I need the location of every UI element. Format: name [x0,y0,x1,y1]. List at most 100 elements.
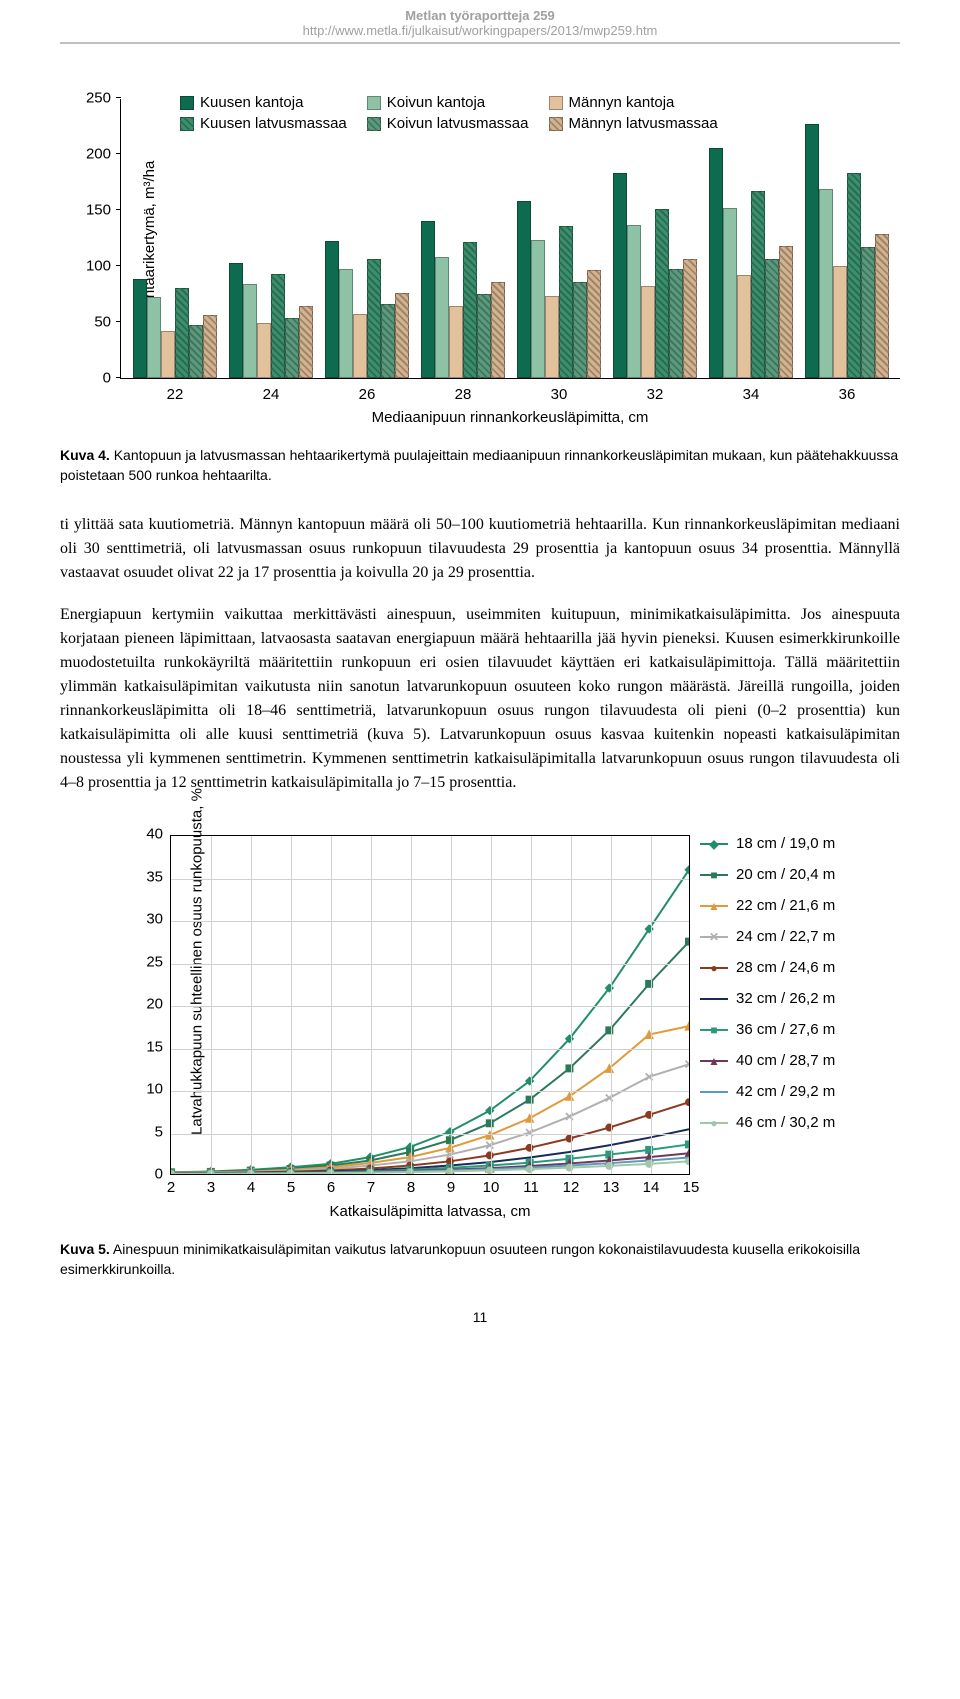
bar [779,246,793,378]
bar [381,304,395,378]
bar [751,191,765,378]
bar [641,286,655,378]
bar [257,323,271,378]
line-xtick: 7 [367,1179,375,1196]
bar-ytick: 200 [81,146,111,163]
bar-xtick: 32 [647,386,664,403]
report-url: http://www.metla.fi/julkaisut/workingpap… [60,23,900,38]
bar [683,259,697,378]
bar [531,240,545,378]
line-chart: Latvahukkapuun suhteellinen osuus runkop… [60,835,900,1220]
bar [229,263,243,378]
gridline-v [571,836,572,1174]
bar [847,173,861,378]
line-xtick: 3 [207,1179,215,1196]
bar [587,270,601,378]
bar-chart: Kuusen kantojaKoivun kantojaMännyn kanto… [60,99,900,426]
bar [395,293,409,378]
line-legend-marker: ● [700,1122,728,1124]
bar [819,189,833,378]
bar-group [805,124,889,378]
series-marker [526,1114,534,1122]
page-header: Metlan työraportteja 259 http://www.metl… [60,0,900,44]
caption-label: Kuva 4. [60,447,110,463]
bar [545,296,559,378]
line-xtick: 11 [523,1179,539,1196]
gridline-v [371,836,372,1174]
series-marker [686,1099,689,1106]
series-marker [446,1158,453,1165]
gridline-v [211,836,212,1174]
bar [709,148,723,378]
line-legend-label: 46 cm / 30,2 m [736,1114,835,1131]
line-ytick: 25 [141,953,163,970]
line-legend-item: ▲22 cm / 21,6 m [700,897,835,914]
gridline-v [611,836,612,1174]
bar-group [133,279,217,378]
line-ytick: 15 [141,1038,163,1055]
series-marker [526,1145,533,1152]
bar [325,241,339,378]
line-legend-marker: ▲ [700,905,728,907]
report-title: Metlan työraportteja 259 [60,8,900,23]
line-xtick: 8 [407,1179,415,1196]
bar [299,306,313,378]
gridline-v [491,836,492,1174]
line-legend-item: ●28 cm / 24,6 m [700,959,835,976]
line-legend-marker: ● [700,967,728,969]
bar [805,124,819,378]
bar [491,282,505,378]
bar-xtick: 22 [167,386,184,403]
line-legend-item: 32 cm / 26,2 m [700,990,835,1007]
line-legend-label: 42 cm / 29,2 m [736,1083,835,1100]
bar-xtick: 36 [839,386,856,403]
series-marker [686,938,689,945]
bar [147,297,161,378]
bar [175,288,189,378]
bar-xtick: 26 [359,386,376,403]
line-legend-item: ■36 cm / 27,6 m [700,1021,835,1038]
bar [271,274,285,378]
bar [367,259,381,378]
line-xtick: 4 [247,1179,255,1196]
bar [285,318,299,378]
line-xtick: 13 [603,1179,620,1196]
line-xtick: 5 [287,1179,295,1196]
bar-xtick: 30 [551,386,568,403]
line-legend-marker: ◆ [700,843,728,845]
bar [655,209,669,378]
line-legend-marker [700,998,728,1000]
bar-group [421,221,505,378]
bar [875,234,889,378]
body-paragraph-1: ti ylittää sata kuutiometriä. Männyn kan… [60,513,900,585]
bar-ytick: 150 [81,202,111,219]
line-legend-item: ◆ 18 cm / 19,0 m [700,835,835,852]
line-xtick: 9 [447,1179,455,1196]
bar [353,314,367,378]
line-ytick: 0 [141,1166,163,1183]
line-legend-label: 18 cm / 19,0 m [736,835,835,852]
bar [613,173,627,378]
bar [339,269,353,378]
line-legend-marker: ✕ [700,936,728,938]
line-xtick: 2 [167,1179,175,1196]
bar [669,269,683,378]
line-legend-label: 32 cm / 26,2 m [736,990,835,1007]
series-marker [486,1152,493,1159]
bar [737,275,751,378]
bar [765,259,779,378]
bar [477,294,491,378]
bar-ytick: 50 [81,314,111,331]
line-ytick: 30 [141,911,163,928]
line-legend-marker: ■ [700,874,728,876]
bar [133,279,147,378]
series-marker [446,1128,454,1136]
series-marker [686,1158,689,1165]
bar-group [517,201,601,378]
gridline-v [331,836,332,1174]
line-xtick: 14 [643,1179,660,1196]
bar [861,247,875,378]
bar-ytick: 250 [81,90,111,107]
gridline-v [451,836,452,1174]
line-legend-item: ■20 cm / 20,4 m [700,866,835,883]
